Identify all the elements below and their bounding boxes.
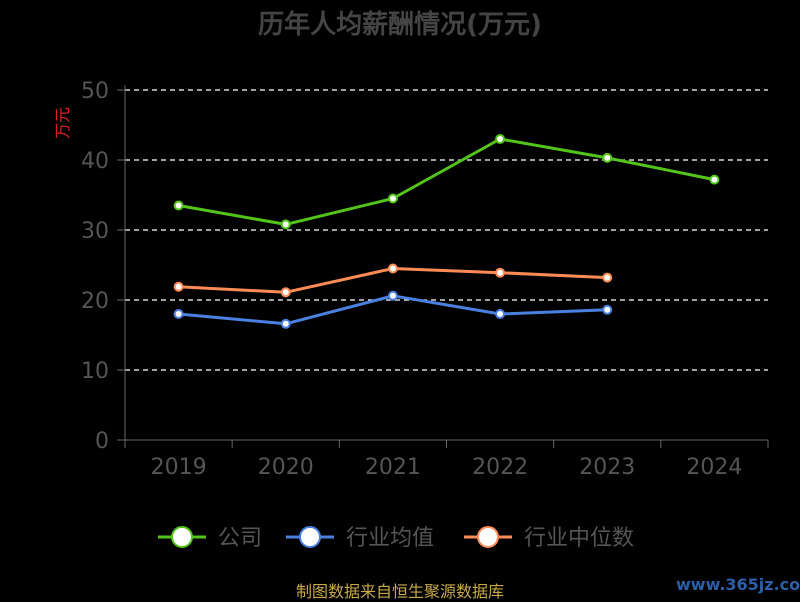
legend-marker[interactable] [171,526,193,548]
axes [117,85,769,448]
data-point[interactable] [495,134,506,144]
watermark: www.365jz.com [676,575,800,594]
data-point[interactable] [173,200,184,211]
x-tick-label: 2022 [472,455,528,480]
data-source-note: 制图数据来自恒生聚源数据库 [295,582,504,601]
data-point[interactable] [602,304,613,315]
data-point[interactable] [709,174,720,185]
data-point[interactable] [280,318,291,329]
x-tick-labels: 2019 2020 2021 2022 2023 2024 [151,455,743,480]
legend-label[interactable]: 公司 [218,526,262,551]
series-line [178,137,715,226]
x-tick-label: 2023 [579,455,635,480]
data-point[interactable] [602,152,613,163]
y-tick-label: 30 [81,219,109,244]
y-tick-label: 20 [81,289,109,314]
y-tick-label: 10 [81,359,109,384]
legend: 公司 行业均值 行业中位数 [158,526,634,551]
data-point[interactable] [387,263,398,274]
data-point[interactable] [387,290,398,301]
data-point[interactable] [173,309,184,319]
data-point[interactable] [173,281,184,292]
x-tick-label: 2020 [258,455,314,480]
data-point[interactable] [280,219,291,230]
y-tick-label: 40 [81,149,109,174]
y-tick-label: 0 [95,429,109,454]
y-tick-label: 50 [81,79,109,104]
data-point[interactable] [387,193,398,204]
data-point[interactable] [495,267,506,278]
data-point[interactable] [280,287,291,298]
data-point[interactable] [495,309,506,319]
x-tick-label: 2021 [365,455,421,480]
y-axis-label: 万元 [53,107,72,139]
data-point[interactable] [602,272,613,283]
series-lines [173,134,720,329]
y-tick-labels: 0 10 20 30 40 50 [81,79,109,454]
x-tick-label: 2024 [686,455,742,480]
legend-label[interactable]: 行业中位数 [524,526,634,551]
legend-label[interactable]: 行业均值 [346,526,434,551]
grid-lines [125,89,768,371]
chart-title: 历年人均薪酬情况(万元) [258,10,542,40]
legend-marker[interactable] [299,526,321,548]
legend-marker[interactable] [477,526,499,548]
x-tick-label: 2019 [151,455,207,480]
